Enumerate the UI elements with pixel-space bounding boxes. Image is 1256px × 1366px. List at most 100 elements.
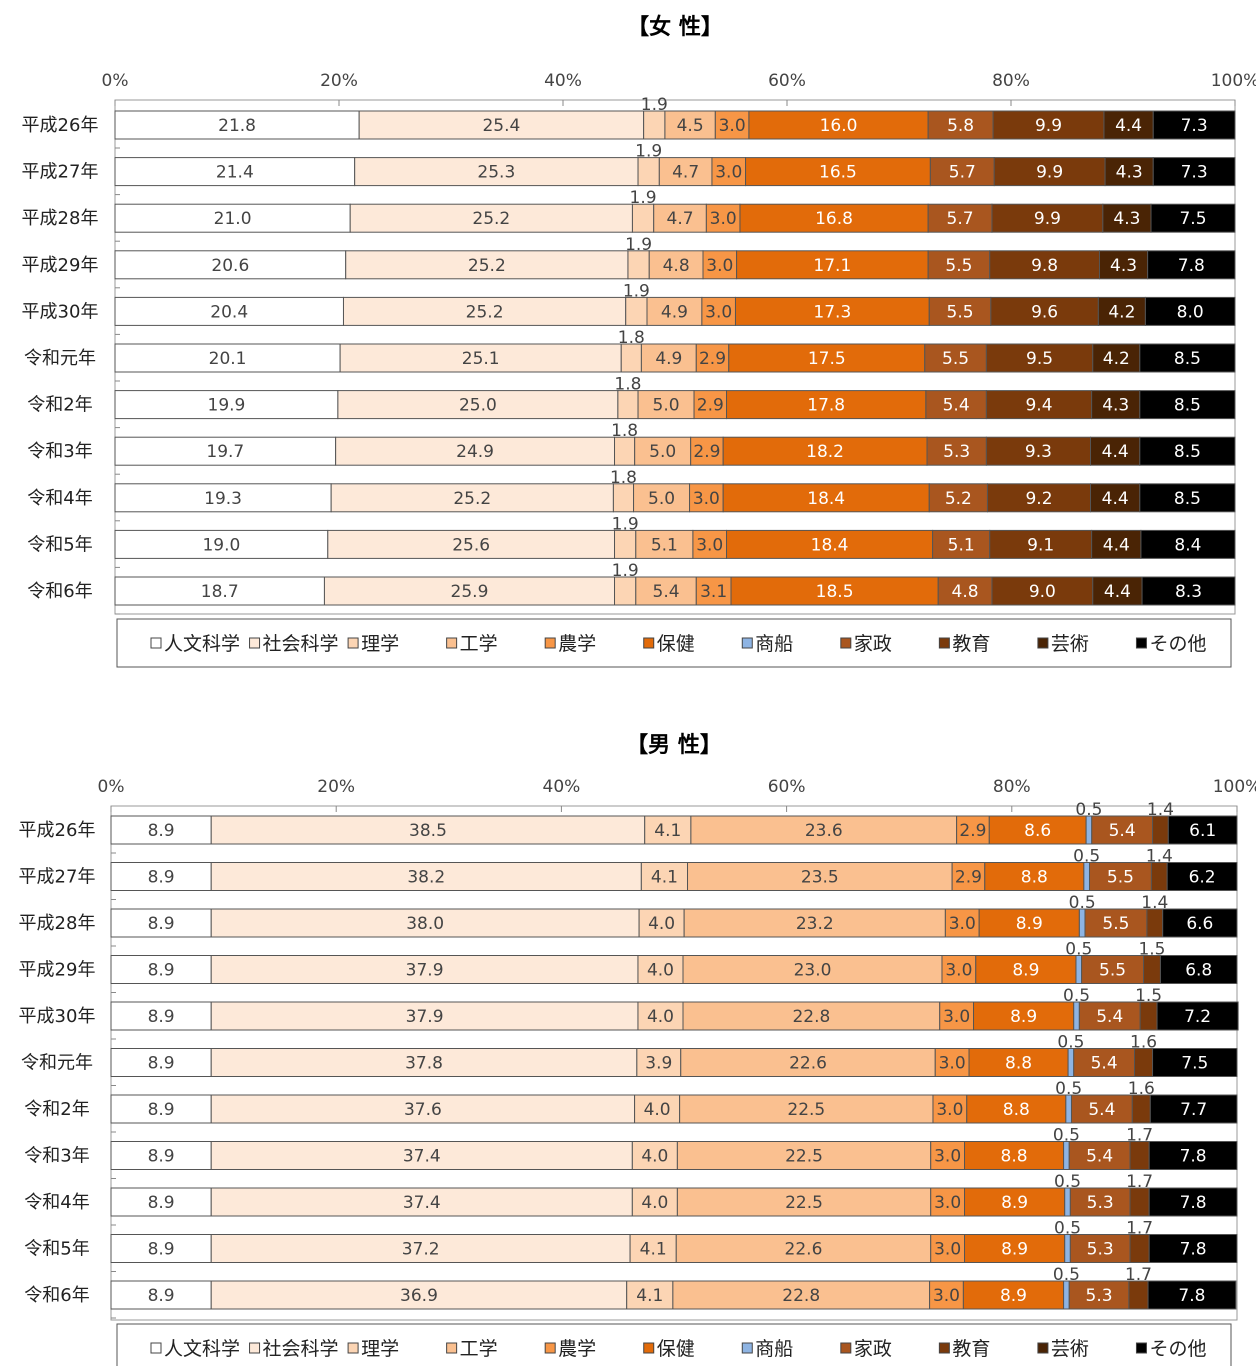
- data-label: 3.0: [939, 1054, 966, 1074]
- bar-segment: [1085, 815, 1093, 845]
- data-label: 3.0: [705, 302, 732, 322]
- category-label: 令和6年: [27, 581, 92, 602]
- bar-segment: [342, 296, 627, 326]
- bar-segment: [964, 1187, 1066, 1217]
- bar-segment: [110, 955, 212, 984]
- bar-segment: [1141, 576, 1236, 606]
- data-label: 18.4: [811, 535, 849, 555]
- x-tick-label: 80%: [992, 71, 1030, 91]
- bar-segment: [1139, 1001, 1158, 1031]
- data-label: 4.3: [1110, 256, 1137, 276]
- category-label: 平成27年: [19, 867, 96, 888]
- data-label: 5.4: [653, 582, 680, 602]
- bar-segment: [114, 529, 329, 559]
- bar-segment: [114, 390, 339, 420]
- data-label: 9.0: [1029, 582, 1056, 602]
- legend-swatch: [150, 1342, 162, 1354]
- legend-swatch: [643, 637, 655, 649]
- data-label: 3.0: [933, 1286, 960, 1306]
- data-label: 5.0: [649, 442, 676, 462]
- data-label: 9.4: [1025, 396, 1052, 416]
- data-label: 0.5: [1057, 1033, 1084, 1053]
- bar-segment: [614, 529, 637, 559]
- bar-segment: [612, 483, 635, 513]
- data-label: 0.5: [1065, 940, 1092, 960]
- data-label: 5.3: [1087, 1240, 1114, 1260]
- bar-segment: [358, 110, 645, 140]
- data-label: 0.5: [1054, 1219, 1081, 1239]
- bar-segment: [637, 390, 695, 420]
- data-label: 4.0: [641, 1193, 668, 1213]
- data-label: 19.0: [202, 535, 240, 555]
- data-label: 7.8: [1180, 1147, 1207, 1167]
- data-label: 5.3: [1087, 1193, 1114, 1213]
- data-label: 8.5: [1174, 349, 1201, 369]
- chart-1: 【女 性】 0% 20% 40% 60% 80% 100% 平成26年 21.8 25.4 1.9 4…: [22, 14, 1256, 668]
- data-label: 5.5: [1099, 961, 1126, 981]
- data-label: 8.9: [1001, 1193, 1028, 1213]
- data-label: 3.0: [715, 163, 742, 183]
- data-label: 25.4: [482, 116, 520, 136]
- data-label: 18.4: [807, 489, 845, 509]
- data-label: 8.9: [1010, 1007, 1037, 1027]
- legend-label: 社会科学: [263, 1338, 339, 1360]
- data-label: 3.0: [934, 1240, 961, 1260]
- data-label: 4.0: [648, 914, 675, 934]
- data-label: 4.4: [1103, 535, 1130, 555]
- data-label: 37.6: [404, 1100, 442, 1120]
- data-label: 9.9: [1035, 116, 1062, 136]
- data-label: 3.0: [719, 116, 746, 136]
- data-label: 4.2: [1103, 349, 1130, 369]
- data-label: 7.8: [1178, 1286, 1205, 1306]
- legend-swatch: [347, 1342, 359, 1354]
- bar-segment: [705, 203, 741, 233]
- bar-segment: [951, 862, 986, 891]
- data-label: 25.1: [462, 349, 500, 369]
- data-label: 8.9: [148, 1147, 175, 1167]
- data-label: 8.9: [1001, 1240, 1028, 1260]
- bar-segment: [1069, 1234, 1131, 1263]
- data-label: 2.9: [693, 442, 720, 462]
- bar-segment: [1146, 908, 1164, 938]
- bar-segment: [692, 529, 728, 559]
- bar-segment: [110, 815, 212, 845]
- bar-segment: [637, 955, 684, 984]
- data-label: 2.9: [699, 349, 726, 369]
- bar-segment: [939, 1001, 975, 1031]
- bar-segment: [1097, 296, 1146, 326]
- x-tick-label: 80%: [993, 777, 1031, 797]
- data-label: 25.0: [459, 396, 497, 416]
- bar-segment: [676, 1187, 932, 1217]
- data-label: 1.7: [1126, 1219, 1153, 1239]
- data-label: 23.6: [805, 821, 843, 841]
- data-label: 8.4: [1174, 535, 1201, 555]
- data-label: 25.2: [472, 209, 510, 229]
- legend-swatch: [741, 1342, 753, 1354]
- data-label: 36.9: [400, 1286, 438, 1306]
- bar-segment: [1139, 436, 1236, 466]
- bar-segment: [1143, 955, 1161, 984]
- category-label: 平成29年: [19, 960, 96, 981]
- bar-segment: [944, 908, 980, 938]
- bar-segment: [695, 343, 730, 373]
- bar-segment: [110, 1048, 212, 1077]
- bar-segment: [349, 203, 633, 233]
- data-label: 25.6: [452, 535, 490, 555]
- bar-segment: [1134, 1048, 1154, 1077]
- bar-segment: [1140, 529, 1236, 559]
- legend-swatch: [347, 637, 359, 649]
- data-label: 5.5: [1102, 914, 1129, 934]
- bar-segment: [114, 157, 356, 187]
- data-label: 4.1: [654, 821, 681, 841]
- bar-segment: [345, 250, 629, 280]
- bar-segment: [631, 1187, 678, 1217]
- bar-segment: [110, 1187, 212, 1217]
- data-label: 5.4: [943, 396, 970, 416]
- data-label: 4.7: [672, 163, 699, 183]
- data-label: 4.3: [1113, 209, 1140, 229]
- data-label: 1.9: [623, 281, 650, 301]
- data-label: 3.0: [945, 961, 972, 981]
- bar-segment: [1152, 815, 1169, 845]
- data-label: 8.8: [1003, 1100, 1030, 1120]
- bar-segment: [748, 110, 929, 140]
